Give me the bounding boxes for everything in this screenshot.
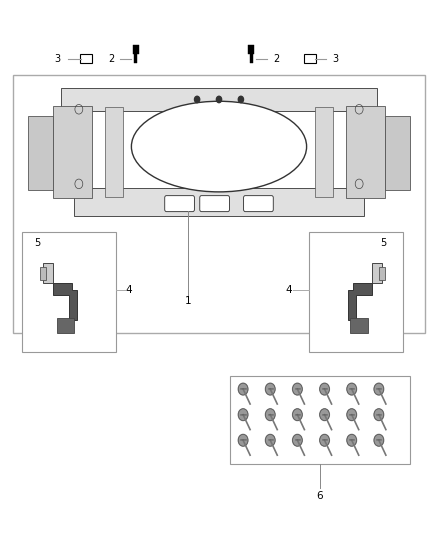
Circle shape [238,383,248,395]
Bar [22,232,116,352]
Circle shape [347,383,357,395]
Circle shape [374,409,384,421]
Circle shape [265,383,275,395]
Circle shape [347,409,357,421]
Circle shape [238,409,248,421]
Bar [43,263,53,283]
Circle shape [265,409,275,421]
Bar [28,116,53,190]
Text: 4: 4 [286,286,293,295]
Circle shape [320,409,329,421]
Text: 3: 3 [332,54,338,63]
Text: 1: 1 [185,296,192,306]
Bar [53,106,92,198]
Polygon shape [250,54,253,63]
Bar [372,263,382,283]
Bar [309,232,403,352]
Bar [304,54,316,63]
FancyBboxPatch shape [165,196,194,212]
Text: 3: 3 [54,54,60,63]
Circle shape [374,434,384,446]
Circle shape [238,383,248,395]
Circle shape [320,383,329,395]
Circle shape [238,434,248,446]
Bar [13,75,425,333]
FancyBboxPatch shape [244,196,273,212]
Circle shape [374,409,384,421]
Text: 4: 4 [126,286,133,295]
Bar [61,88,377,111]
Circle shape [194,96,200,103]
Circle shape [265,434,275,446]
Circle shape [265,434,275,446]
Text: 2: 2 [273,54,279,63]
Bar [385,116,410,190]
Circle shape [293,383,302,395]
Circle shape [293,409,302,421]
Circle shape [347,409,357,421]
Circle shape [293,409,302,421]
FancyBboxPatch shape [200,196,230,212]
Ellipse shape [131,101,307,192]
Bar [80,54,92,63]
Bar [40,267,46,280]
Bar [315,107,333,197]
Circle shape [374,383,384,395]
Text: 5: 5 [34,238,40,247]
Circle shape [320,409,329,421]
Circle shape [293,383,302,395]
Circle shape [238,434,248,446]
Bar [74,188,364,216]
Polygon shape [348,283,372,320]
Polygon shape [134,54,137,63]
Polygon shape [53,283,77,320]
Circle shape [320,434,329,446]
Text: 6: 6 [316,491,323,500]
Text: 5: 5 [380,238,386,247]
Circle shape [320,434,329,446]
Bar [230,376,410,464]
Circle shape [238,96,244,103]
Text: 2: 2 [109,54,115,63]
Polygon shape [248,45,254,54]
Circle shape [293,434,302,446]
Bar [379,267,385,280]
Circle shape [347,383,357,395]
Circle shape [374,434,384,446]
Circle shape [347,434,357,446]
Circle shape [374,383,384,395]
Circle shape [216,96,222,103]
Bar [350,318,368,333]
Circle shape [265,383,275,395]
Circle shape [265,409,275,421]
Bar [105,107,123,197]
Circle shape [238,409,248,421]
Polygon shape [133,45,139,54]
Circle shape [347,434,357,446]
Circle shape [293,434,302,446]
Circle shape [320,383,329,395]
Bar [57,318,74,333]
Bar [346,106,385,198]
